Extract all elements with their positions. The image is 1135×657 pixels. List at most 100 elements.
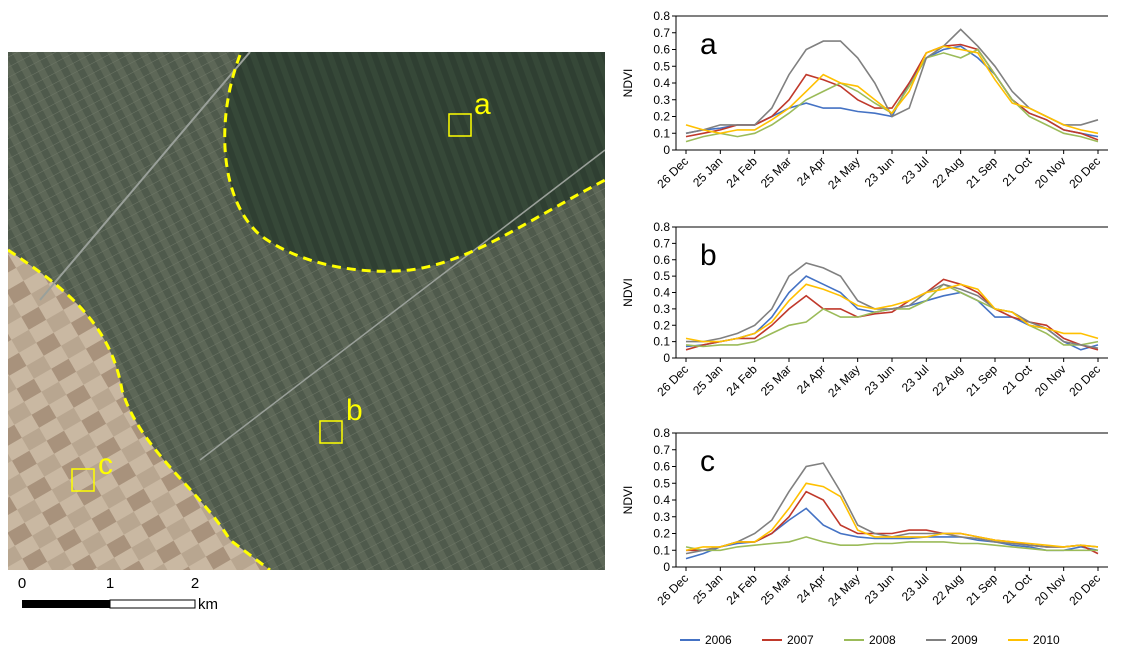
y-tick-label: 0.2	[653, 527, 670, 541]
x-tick-label: 20 Dec	[1066, 571, 1103, 608]
road	[199, 149, 605, 461]
x-tick-label: 25 Jan	[690, 154, 725, 189]
y-tick-label: 0.8	[653, 426, 670, 440]
forest-area	[224, 52, 605, 272]
x-tick-label: 24 May	[825, 571, 863, 609]
x-tick-label: 21 Oct	[1000, 154, 1035, 189]
site-label: a	[474, 88, 491, 121]
x-tick-label: 24 May	[825, 154, 863, 192]
x-tick-label: 23 Jun	[862, 362, 897, 397]
y-tick-label: 0.3	[653, 510, 670, 524]
series-line	[686, 262, 1099, 349]
y-axis-label: NDVI	[621, 278, 635, 307]
y-tick-label: 0.4	[653, 493, 670, 507]
series-line	[685, 482, 1099, 552]
x-tick-label: 25 Jan	[690, 571, 725, 606]
x-tick-label: 20 Dec	[1066, 362, 1103, 399]
x-tick-label: 20 Nov	[1032, 362, 1069, 399]
x-tick-label: 24 Feb	[723, 571, 760, 608]
x-tick-label: 26 Dec	[654, 571, 691, 608]
y-tick-label: 0.7	[653, 443, 670, 457]
scale-label: 1	[106, 575, 114, 592]
site-label: b	[346, 394, 363, 427]
panel-label: b	[700, 239, 717, 272]
series-line	[685, 283, 1099, 343]
y-tick-label: 0.1	[653, 335, 670, 349]
series-line	[685, 462, 1099, 555]
x-tick-label: 22 Aug	[929, 362, 965, 398]
x-tick-label: 20 Dec	[1066, 154, 1103, 191]
series-line	[685, 283, 1099, 348]
sample-box	[71, 468, 95, 492]
y-tick-label: 0	[663, 351, 670, 365]
y-tick-label: 0.6	[653, 253, 670, 267]
x-tick-label: 26 Dec	[654, 154, 691, 191]
y-tick-label: 0.8	[653, 9, 670, 23]
x-tick-label: 21 Sep	[963, 362, 1000, 399]
x-tick-label: 24 Apr	[794, 154, 828, 188]
legend-label: 2010	[1033, 633, 1060, 647]
scale-unit: km	[198, 596, 218, 613]
scale-label: 0	[18, 575, 26, 592]
y-tick-label: 0.1	[653, 126, 670, 140]
series-line	[685, 45, 1099, 135]
sample-box	[319, 420, 343, 444]
y-axis-label: NDVI	[621, 486, 635, 515]
legend-label: 2009	[951, 633, 978, 647]
y-tick-label: 0.2	[653, 110, 670, 124]
satellite-image: a b c	[8, 52, 605, 570]
x-tick-label: 24 Feb	[723, 362, 760, 399]
y-tick-label: 0.5	[653, 269, 670, 283]
series-line	[685, 48, 1099, 143]
dry-area	[8, 250, 270, 570]
x-tick-label: 20 Nov	[1032, 154, 1069, 191]
series-line	[685, 278, 1099, 351]
road	[39, 52, 251, 301]
y-tick-label: 0.2	[653, 318, 670, 332]
y-tick-label: 0	[663, 560, 670, 574]
x-tick-label: 26 Dec	[654, 362, 691, 399]
y-tick-label: 0.6	[653, 460, 670, 474]
scale-bar	[109, 599, 196, 609]
y-tick-label: 0.4	[653, 76, 670, 90]
x-tick-label: 20 Nov	[1032, 571, 1069, 608]
x-tick-label: 21 Sep	[963, 571, 1000, 608]
legend-label: 2008	[869, 633, 896, 647]
panel-label: c	[700, 445, 715, 478]
y-tick-label: 0.1	[653, 543, 670, 557]
y-tick-label: 0.7	[653, 26, 670, 40]
scale-bar	[22, 600, 110, 608]
x-tick-label: 24 May	[825, 362, 863, 400]
x-tick-label: 21 Sep	[963, 154, 1000, 191]
x-tick-label: 21 Oct	[1000, 362, 1035, 397]
y-tick-label: 0.8	[653, 220, 670, 234]
legend-label: 2006	[705, 633, 732, 647]
x-tick-label: 24 Feb	[723, 154, 760, 191]
site-label: c	[98, 448, 113, 481]
x-tick-label: 23 Jul	[899, 154, 932, 187]
boundary-line	[223, 54, 605, 273]
x-tick-label: 25 Mar	[758, 571, 794, 607]
y-axis-label: NDVI	[621, 69, 635, 98]
x-tick-label: 23 Jun	[862, 571, 897, 606]
x-tick-label: 24 Apr	[794, 571, 828, 605]
series-line	[685, 45, 1099, 138]
legend-label: 2007	[787, 633, 814, 647]
x-tick-label: 24 Apr	[794, 362, 828, 396]
x-tick-label: 22 Aug	[929, 571, 965, 607]
x-tick-label: 23 Jul	[899, 362, 932, 395]
y-tick-label: 0.5	[653, 476, 670, 490]
y-tick-label: 0.3	[653, 93, 670, 107]
x-tick-label: 21 Oct	[1000, 571, 1035, 606]
y-tick-label: 0.5	[653, 59, 670, 73]
sample-box	[448, 113, 472, 137]
y-tick-label: 0	[663, 143, 670, 157]
x-tick-label: 22 Aug	[929, 154, 965, 190]
panel-label: a	[700, 28, 717, 61]
y-tick-label: 0.4	[653, 286, 670, 300]
boundary-line	[8, 248, 271, 570]
series-line	[685, 28, 1099, 135]
y-tick-label: 0.3	[653, 302, 670, 316]
x-tick-label: 25 Mar	[758, 362, 794, 398]
